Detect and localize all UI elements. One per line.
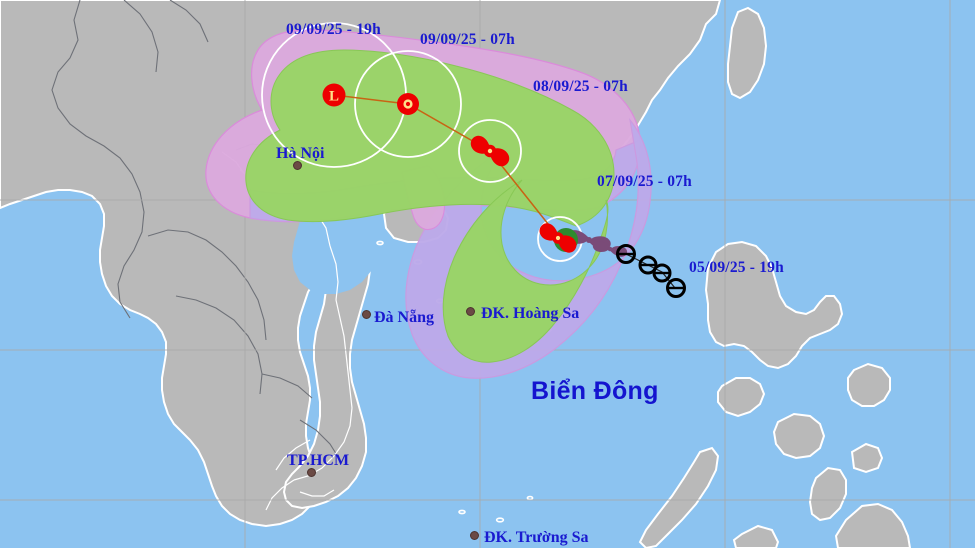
administrative-borders bbox=[51, 0, 341, 461]
uncertainty-circle-0809-07h bbox=[458, 119, 522, 183]
place-dot-truong-sa bbox=[470, 531, 479, 540]
city-dot-ha-noi bbox=[293, 161, 302, 170]
island-mindanao-west bbox=[732, 524, 780, 548]
uncertainty-circle-0909-07h bbox=[354, 50, 462, 158]
forecast-date-label-0909-19h: 09/09/25 - 19h bbox=[286, 21, 381, 38]
past-position-marker bbox=[616, 244, 636, 264]
storm-marker-0809-07h[interactable] bbox=[470, 135, 510, 167]
past-position-marker bbox=[638, 255, 658, 275]
city-label-da-nang: Đà Nẵng bbox=[374, 309, 435, 326]
past-position-markers bbox=[616, 244, 686, 298]
forecast-track-line bbox=[333, 94, 561, 240]
low-pressure-letter: L bbox=[329, 89, 339, 105]
storm-marker-0709-07h[interactable] bbox=[539, 223, 578, 253]
island-taiwan bbox=[727, 6, 768, 100]
island-palawan bbox=[638, 446, 720, 548]
storm-force-cone-green-southeast bbox=[442, 179, 609, 363]
island-samar-leyte bbox=[847, 362, 891, 407]
forecast-date-label-0809-07h: 08/09/25 - 07h bbox=[533, 78, 628, 95]
sea-label-bien-dong: Biển Đông bbox=[531, 377, 659, 405]
past-position-marker bbox=[666, 278, 686, 298]
city-dot-da-nang bbox=[362, 310, 371, 319]
past-position-marker bbox=[652, 263, 672, 283]
place-dot-hoang-sa bbox=[466, 307, 475, 316]
island-mindanao bbox=[834, 502, 912, 548]
forecast-date-label-0709-07h: 07/09/25 - 07h bbox=[597, 173, 692, 190]
island-luzon bbox=[704, 240, 844, 370]
forecast-date-label-0909-07h: 09/09/25 - 07h bbox=[420, 31, 515, 48]
place-label-hoang-sa: ĐK. Hoàng Sa bbox=[481, 305, 580, 322]
island-visayas bbox=[772, 412, 826, 460]
island-bohol bbox=[850, 442, 884, 474]
storm-marker-0909-19h-low[interactable]: L bbox=[322, 83, 346, 107]
city-dot-tp-hcm bbox=[307, 468, 316, 477]
city-label-ha-noi: Hà Nội bbox=[276, 145, 325, 162]
island-mindoro bbox=[717, 377, 766, 418]
city-label-tp-hcm: TP.HCM bbox=[287, 452, 350, 469]
past-date-label-0509-19h: 05/09/25 - 19h bbox=[689, 259, 784, 276]
storm-marker-0909-07h[interactable] bbox=[397, 93, 419, 115]
place-label-truong-sa: ĐK. Trường Sa bbox=[484, 529, 589, 546]
